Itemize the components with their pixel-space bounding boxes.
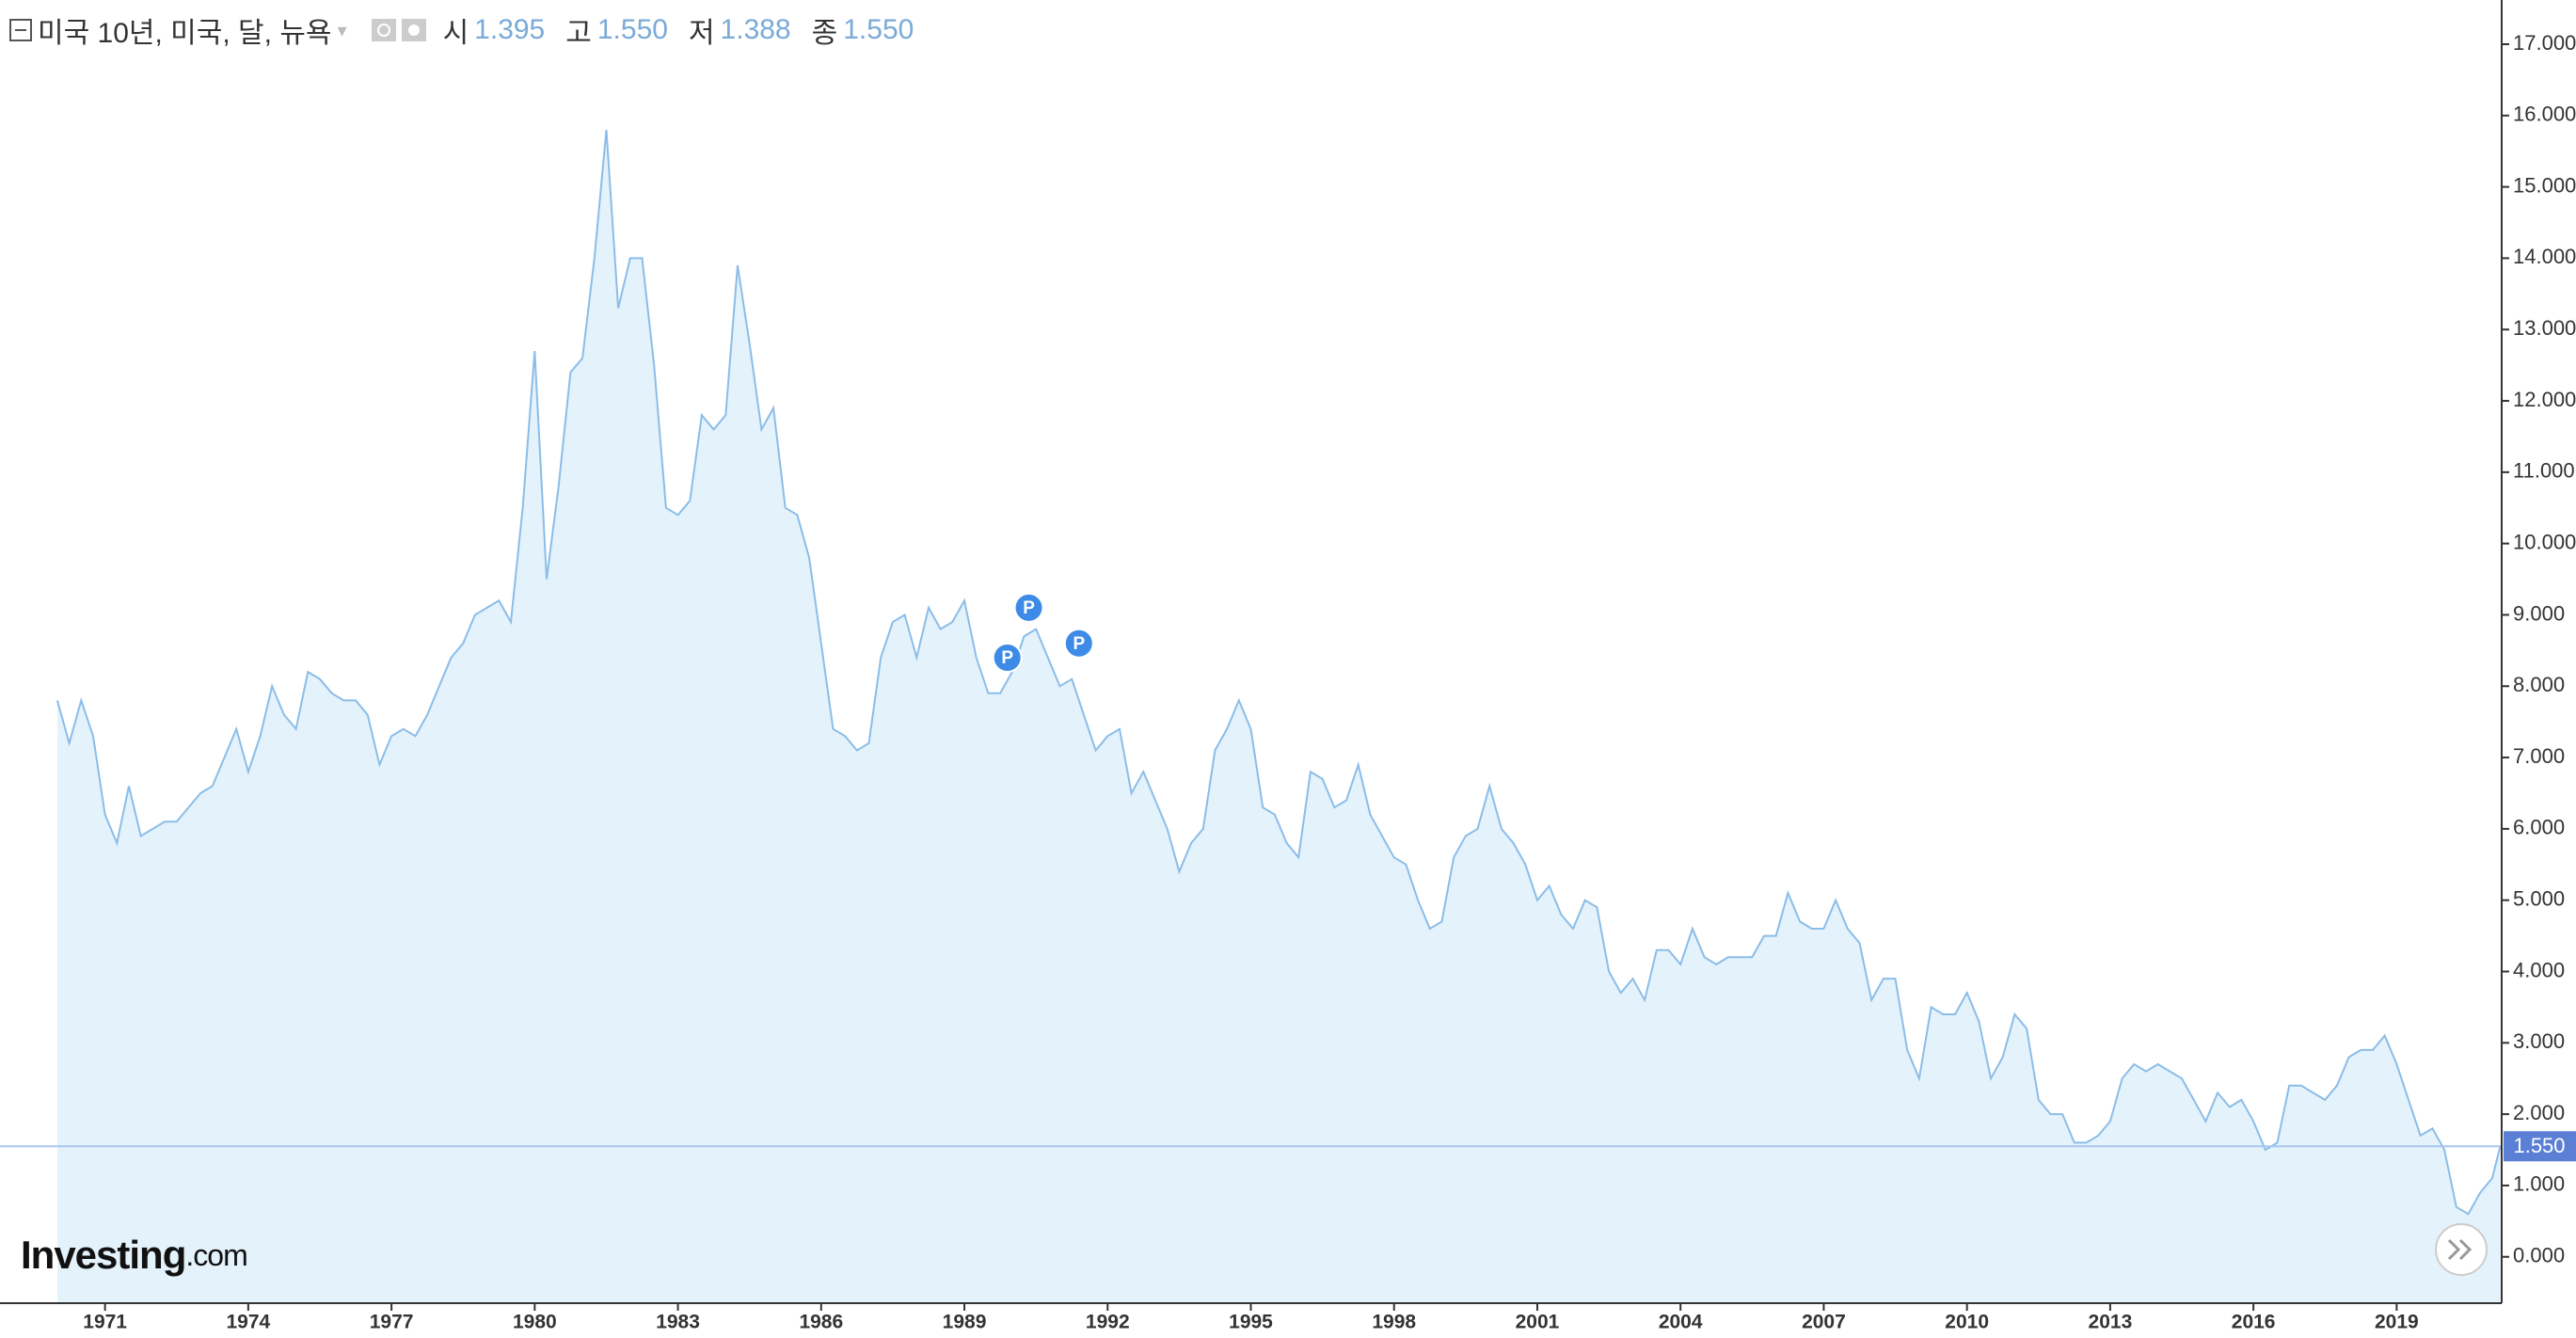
y-tick-label: 10.000: [2513, 530, 2576, 553]
y-tick-label: 14.000: [2513, 245, 2576, 268]
x-tick-label: 2007: [1802, 1312, 1846, 1333]
line: [56, 129, 2502, 1216]
x-tick-label: 2019: [2375, 1312, 2419, 1333]
collapse-icon[interactable]: [9, 19, 32, 41]
annotation-label: P: [1001, 648, 1013, 668]
y-tick-label: 17.000: [2513, 31, 2576, 55]
high-label: 고: [565, 18, 592, 49]
annotation-label: P: [1073, 634, 1085, 654]
header: 미국 10년, 미국, 달, 뉴욕 ▾ 시 1.395 고 1.550 저 1.388…: [9, 9, 929, 51]
x-tick-label: 2004: [1659, 1312, 1703, 1333]
scroll-icon: [2447, 1238, 2473, 1261]
x-tick-label: 2010: [1945, 1312, 1989, 1333]
x-tick-label: 1977: [370, 1312, 414, 1333]
y-tick-label: 2.000: [2513, 1101, 2565, 1124]
x-tick-label: 1974: [227, 1312, 271, 1333]
y-tick-label: 4.000: [2513, 958, 2565, 981]
open-value: 1.395: [474, 14, 546, 45]
x-tick-label: 2016: [2232, 1312, 2276, 1333]
x-tick-label: 1971: [83, 1312, 127, 1333]
y-tick-label: 12.000: [2513, 388, 2576, 411]
close-label: 종: [811, 18, 838, 49]
y-tick-label: 7.000: [2513, 744, 2565, 768]
annotation-marker: [1063, 628, 1094, 659]
y-tick-label: 5.000: [2513, 887, 2565, 911]
last-value-box: [2504, 1131, 2576, 1162]
y-tick-label: 8.000: [2513, 673, 2565, 696]
high-value: 1.550: [596, 14, 668, 45]
x-tick-label: 1980: [513, 1312, 557, 1333]
last-value-label: 1.550: [2513, 1134, 2565, 1157]
brand-name: Investing: [21, 1233, 185, 1277]
y-tick-label: 6.000: [2513, 816, 2565, 839]
y-tick-label: 9.000: [2513, 601, 2565, 625]
y-tick-label: 13.000: [2513, 316, 2576, 340]
y-tick-label: 1.000: [2513, 1172, 2565, 1196]
x-tick-label: 1983: [656, 1312, 700, 1333]
annotation-marker: [1013, 592, 1044, 623]
x-tick-label: 1995: [1229, 1312, 1273, 1333]
y-tick-label: 16.000: [2513, 103, 2576, 126]
close-value: 1.550: [843, 14, 914, 45]
low-label: 저: [688, 18, 715, 49]
low-value: 1.388: [720, 14, 791, 45]
area-fill: [56, 130, 2501, 1303]
title: 미국 10년, 미국, 달, 뉴욕: [38, 18, 332, 49]
x-tick-label: 1998: [1372, 1312, 1416, 1333]
annotation-label: P: [1023, 598, 1035, 618]
x-tick-label: 1986: [799, 1312, 843, 1333]
y-tick-label: 11.000: [2513, 459, 2575, 483]
scroll-button[interactable]: [2435, 1223, 2488, 1276]
x-tick-label: 2001: [1516, 1312, 1560, 1333]
y-tick-label: 15.000: [2513, 173, 2576, 197]
annotation-marker: [992, 642, 1023, 673]
open-label: 시: [442, 18, 469, 49]
brand-suffix: .com: [185, 1238, 246, 1272]
y-tick-label: 0.000: [2513, 1244, 2565, 1267]
settings-icons[interactable]: [371, 17, 428, 43]
x-tick-label: 1989: [943, 1312, 987, 1333]
dropdown-arrow[interactable]: ▾: [337, 20, 347, 41]
x-tick-label: 2013: [2089, 1312, 2133, 1333]
y-tick-label: 3.000: [2513, 1029, 2565, 1053]
x-tick-label: 1992: [1086, 1312, 1130, 1333]
brand: Investing.com: [21, 1233, 247, 1277]
